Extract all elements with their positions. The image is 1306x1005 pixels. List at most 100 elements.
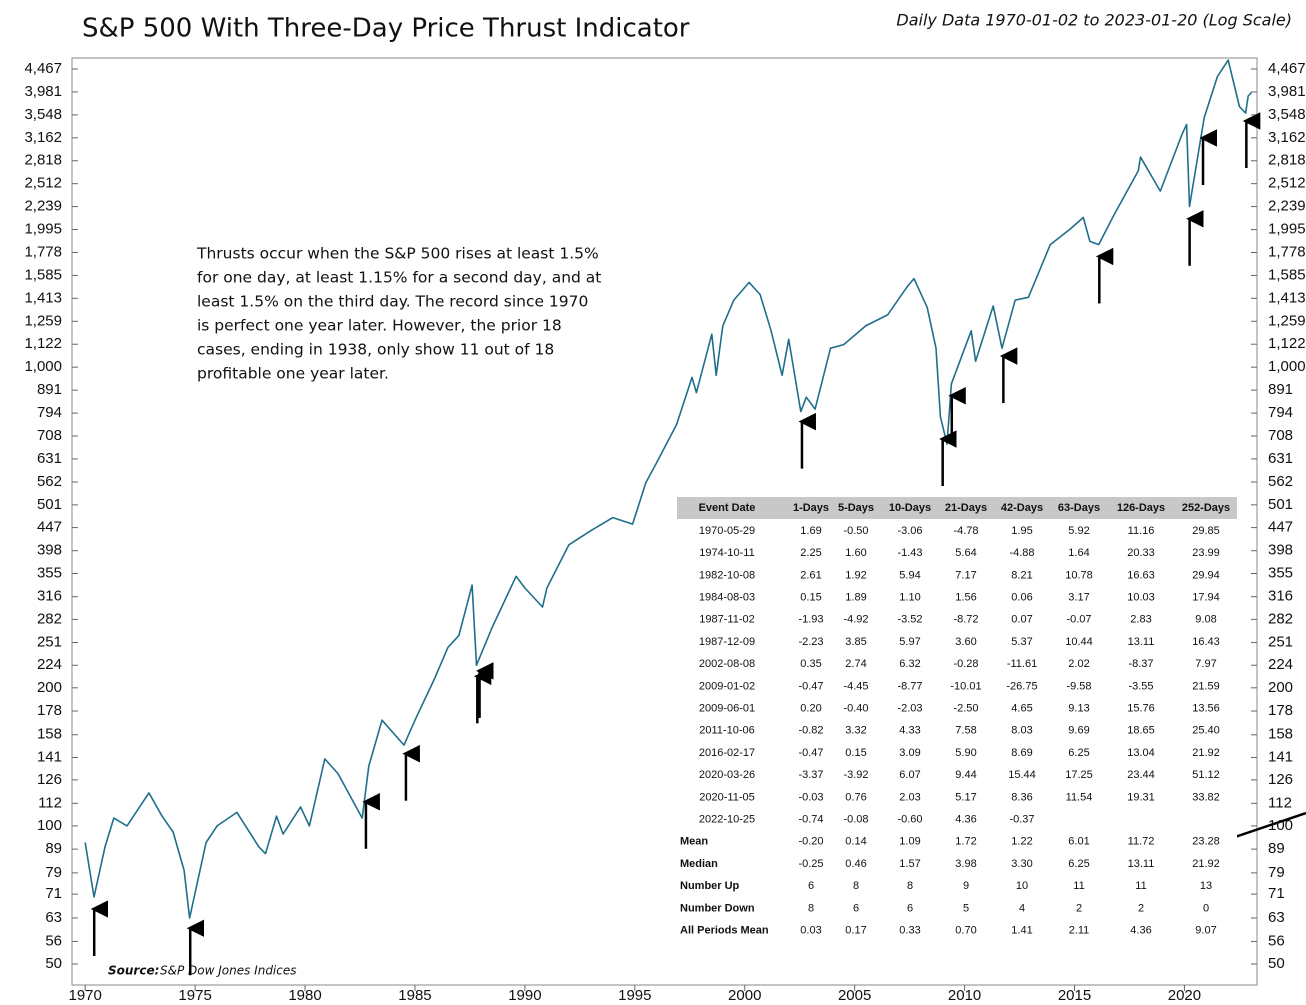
- table-cell: 0: [1203, 902, 1209, 914]
- table-cell: 10.03: [1127, 592, 1155, 604]
- y-tick-label-right: 79: [1268, 864, 1285, 881]
- row-label: Number Up: [680, 880, 740, 892]
- table-cell: 1.41: [1011, 925, 1032, 937]
- y-tick-label: 126: [37, 771, 62, 788]
- y-tick-label-right: 1,413: [1268, 289, 1306, 306]
- y-tick-label-right: 3,548: [1268, 106, 1306, 123]
- y-tick-label: 100: [37, 817, 62, 834]
- table-cell: 6.07: [899, 769, 920, 781]
- note-line: profitable one year later.: [197, 365, 389, 383]
- table-cell: 6.32: [899, 658, 920, 670]
- x-tick-label: 1995: [618, 987, 651, 1004]
- table-cell: 5.92: [1068, 525, 1089, 537]
- table-header: 21-Days: [945, 502, 987, 514]
- table-cell: -0.07: [1066, 614, 1091, 626]
- table-cell: 7.97: [1195, 658, 1216, 670]
- y-tick-label-right: 71: [1268, 885, 1285, 902]
- y-tick-label: 355: [37, 564, 62, 581]
- table-cell: 1.95: [1011, 525, 1032, 537]
- y-tick-label-right: 631: [1268, 450, 1293, 467]
- x-tick-label: 2010: [948, 987, 981, 1004]
- table-cell: 21.92: [1192, 747, 1220, 759]
- table-cell: 0.06: [1011, 592, 1032, 604]
- table-cell: -8.77: [897, 680, 922, 692]
- plot-frame: [71, 57, 1258, 986]
- y-tick-label: 282: [37, 610, 62, 627]
- table-cell: 13.56: [1192, 703, 1220, 715]
- y-tick-label-right: 158: [1268, 726, 1293, 743]
- table-cell: 9.08: [1195, 614, 1216, 626]
- y-tick-label: 2,818: [24, 152, 62, 169]
- row-label: 1982-10-08: [699, 569, 755, 581]
- table-cell: -3.37: [798, 769, 823, 781]
- table-cell: -0.20: [798, 836, 823, 848]
- y-tick-label-right: 100: [1268, 817, 1293, 834]
- note-line: for one day, at least 1.15% for a second…: [197, 269, 601, 287]
- table-cell: -0.40: [843, 703, 868, 715]
- table-cell: 0.17: [845, 925, 866, 937]
- table-cell: 4.36: [1130, 925, 1151, 937]
- table-cell: 6.25: [1068, 747, 1089, 759]
- x-tick-label: 2015: [1058, 987, 1091, 1004]
- y-tick-label: 71: [45, 885, 62, 902]
- table-header: 252-Days: [1182, 502, 1230, 514]
- y-tick-label-right: 89: [1268, 840, 1285, 857]
- y-tick-label: 3,162: [24, 129, 62, 146]
- table-cell: 8: [907, 880, 913, 892]
- table-cell: 3.60: [955, 636, 976, 648]
- table-header-bg: [677, 497, 1237, 519]
- row-label: 2020-03-26: [699, 769, 755, 781]
- table-cell: 2.11: [1069, 925, 1090, 937]
- y-tick-label: 794: [37, 404, 62, 421]
- y-tick-label: 708: [37, 427, 62, 444]
- table-cell: 9: [963, 880, 969, 892]
- table-cell: -0.37: [1009, 814, 1034, 826]
- table-cell: 4: [1019, 902, 1025, 914]
- y-tick-label: 3,548: [24, 106, 62, 123]
- table-cell: 8: [853, 880, 859, 892]
- table-cell: 3.17: [1068, 592, 1089, 604]
- table-cell: -2.23: [798, 636, 823, 648]
- table-cell: 9.44: [955, 769, 976, 781]
- table-cell: 6.01: [1068, 836, 1089, 848]
- table-header: 63-Days: [1058, 502, 1100, 514]
- y-tick-label: 112: [38, 794, 62, 811]
- y-tick-label-right: 141: [1268, 748, 1293, 765]
- table-header: Event Date: [699, 502, 756, 514]
- table-cell: 9.07: [1195, 925, 1216, 937]
- row-label: Median: [680, 858, 718, 870]
- table-cell: 13: [1200, 880, 1212, 892]
- table-cell: 0.15: [800, 592, 821, 604]
- chart-title: S&P 500 With Three-Day Price Thrust Indi…: [82, 14, 690, 44]
- table-cell: -4.78: [953, 525, 978, 537]
- table-header: 42-Days: [1001, 502, 1043, 514]
- y-tick-label-right: 501: [1268, 496, 1293, 513]
- table-cell: 1.09: [899, 836, 920, 848]
- y-tick-label: 141: [37, 748, 62, 765]
- table-cell: 8.36: [1011, 791, 1032, 803]
- y-tick-label: 89: [45, 840, 62, 857]
- table-cell: 15.76: [1127, 703, 1155, 715]
- table-cell: -3.55: [1128, 680, 1153, 692]
- table-cell: 5.90: [955, 747, 976, 759]
- y-tick-label: 158: [37, 726, 62, 743]
- table-cell: 0.76: [845, 791, 866, 803]
- y-tick-label-right: 224: [1268, 656, 1293, 673]
- table-cell: -3.06: [897, 525, 922, 537]
- y-tick-label-right: 63: [1268, 909, 1285, 926]
- table-cell: -3.52: [897, 614, 922, 626]
- table-cell: -10.01: [950, 680, 981, 692]
- table-cell: 11: [1135, 880, 1146, 892]
- y-tick-label: 316: [37, 588, 62, 605]
- table-cell: 1.60: [845, 547, 866, 559]
- table-cell: -8.72: [953, 614, 978, 626]
- y-tick-label-right: 1,259: [1268, 312, 1306, 329]
- table-cell: -0.74: [798, 814, 823, 826]
- y-tick-label-right: 2,512: [1268, 175, 1306, 192]
- table-cell: 1.10: [899, 592, 920, 604]
- table-cell: 6: [907, 902, 913, 914]
- y-tick-label-right: 3,981: [1268, 83, 1306, 100]
- y-tick-label: 200: [37, 679, 62, 696]
- chart-subtitle: Daily Data 1970-01-02 to 2023-01-20 (Log…: [896, 11, 1292, 30]
- y-tick-label: 1,585: [24, 266, 62, 283]
